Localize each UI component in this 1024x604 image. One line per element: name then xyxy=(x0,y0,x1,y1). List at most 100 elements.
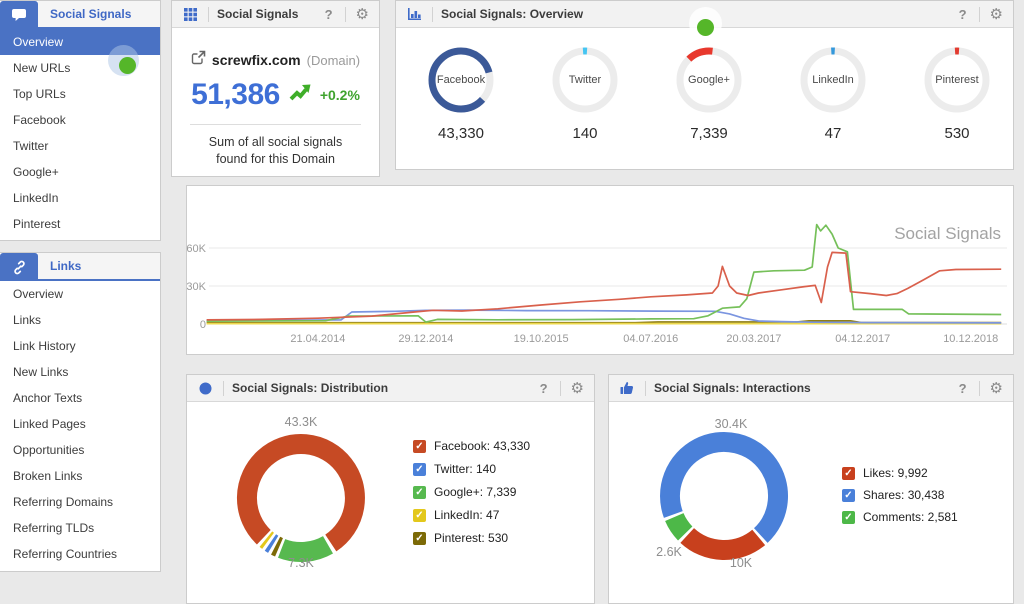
x-axis-tick: 20.03.2017 xyxy=(726,333,781,345)
notification-dot xyxy=(119,57,136,74)
y-axis-tick: 30K xyxy=(187,281,207,293)
sidebar-item-broken-links[interactable]: Broken Links xyxy=(13,469,83,483)
gauge-platform-label: Twitter xyxy=(568,74,602,86)
gear-icon[interactable]: ⚙ xyxy=(989,5,1003,23)
gauge-ring xyxy=(800,47,866,113)
legend-item-linkedin[interactable]: ✓ LinkedIn: 47 xyxy=(413,508,499,522)
gauge-ring xyxy=(552,47,618,113)
legend-checkbox-icon[interactable]: ✓ xyxy=(842,510,855,524)
donut-slice-comments[interactable] xyxy=(665,512,693,541)
gauge-value: 7,339 xyxy=(690,125,728,142)
sidebar-item-referring-tlds[interactable]: Referring TLDs xyxy=(13,521,95,535)
gauge-linkedin[interactable]: LinkedIn 47 xyxy=(771,45,895,142)
platform-gauges: Facebook 43,330 Twitter 140 Google+ 7,339 Link… xyxy=(396,45,1015,171)
help-icon[interactable]: ? xyxy=(958,380,967,396)
x-axis-tick: 04.07.2016 xyxy=(623,333,678,345)
legend-checkbox-icon[interactable]: ✓ xyxy=(413,531,426,545)
help-icon[interactable]: ? xyxy=(324,6,333,22)
gauge-value: 47 xyxy=(824,125,842,142)
sidebar-item-anchor-texts[interactable]: Anchor Texts xyxy=(13,391,83,405)
sidebar-item-links[interactable]: Links xyxy=(13,313,42,327)
domain-name[interactable]: screwfix.com xyxy=(211,52,301,68)
sidebar-item-google-[interactable]: Google+ xyxy=(13,165,59,179)
series-facebook xyxy=(206,251,1002,321)
sidebar-item-facebook[interactable]: Facebook xyxy=(13,113,66,127)
legend-label: Shares: 30,438 xyxy=(863,488,945,502)
x-axis-tick: 10.12.2018 xyxy=(943,333,998,345)
gauge-ring xyxy=(924,47,990,113)
legend-item-likes[interactable]: ✓ Likes: 9,992 xyxy=(842,466,928,480)
donut-slice-twitter[interactable] xyxy=(264,534,279,553)
legend-checkbox-icon[interactable]: ✓ xyxy=(413,439,426,453)
legend-checkbox-icon[interactable]: ✓ xyxy=(413,462,426,476)
sidebar-section-label[interactable]: Social Signals xyxy=(38,1,160,29)
distribution-card: Social Signals: Distribution ? ⚙ 43.3K 7… xyxy=(186,374,595,604)
circle-icon[interactable] xyxy=(195,382,215,395)
gauge-platform-label: Pinterest xyxy=(935,74,979,86)
help-icon[interactable]: ? xyxy=(539,380,548,396)
grid-icon[interactable] xyxy=(180,7,200,21)
legend-item-shares[interactable]: ✓ Shares: 30,438 xyxy=(842,488,944,502)
legend-checkbox-icon[interactable]: ✓ xyxy=(842,466,855,480)
donut-callout: 7.3K xyxy=(288,556,314,570)
gauge-facebook[interactable]: Facebook 43,330 xyxy=(399,45,523,142)
legend-item-google[interactable]: ✓ Google+: 7,339 xyxy=(413,485,516,499)
donut-slice-linkedin[interactable] xyxy=(259,531,275,549)
sidebar-item-overview[interactable]: Overview xyxy=(0,29,160,55)
thumbs-up-icon[interactable] xyxy=(617,381,637,395)
bar-chart-icon[interactable] xyxy=(404,7,424,21)
donut-slice-shares[interactable] xyxy=(660,432,788,543)
gear-icon[interactable]: ⚙ xyxy=(570,379,584,397)
legend-checkbox-icon[interactable]: ✓ xyxy=(413,485,426,499)
gauge-pinterest[interactable]: Pinterest 530 xyxy=(895,45,1019,142)
sidebar-item-twitter[interactable]: Twitter xyxy=(13,139,49,153)
gauge-google[interactable]: Google+ 7,339 xyxy=(647,45,771,142)
donut-slice-likes[interactable] xyxy=(680,527,766,560)
sidebar-item-top-urls[interactable]: Top URLs xyxy=(13,87,66,101)
legend-item-facebook[interactable]: ✓ Facebook: 43,330 xyxy=(413,439,530,453)
legend-checkbox-icon[interactable]: ✓ xyxy=(842,488,855,502)
gauge-value: 140 xyxy=(572,125,598,142)
legend-item-comments[interactable]: ✓ Comments: 2,581 xyxy=(842,510,958,524)
donut-slice-google[interactable] xyxy=(278,535,333,562)
legend-item-pinterest[interactable]: ✓ Pinterest: 530 xyxy=(413,531,508,545)
sidebar-item-pinterest[interactable]: Pinterest xyxy=(13,217,61,231)
notification-dot xyxy=(697,19,714,36)
legend-label: Twitter: 140 xyxy=(434,462,497,476)
help-icon[interactable]: ? xyxy=(958,6,967,22)
sidebar-item-linked-pages[interactable]: Linked Pages xyxy=(13,417,86,431)
gear-icon[interactable]: ⚙ xyxy=(989,379,1003,397)
gauge-ring xyxy=(676,47,742,113)
divider xyxy=(190,124,361,125)
sidebar-item-new-links[interactable]: New Links xyxy=(13,365,69,379)
sidebar-item-referring-domains[interactable]: Referring Domains xyxy=(13,495,114,509)
sidebar-item-overview[interactable]: Overview xyxy=(13,287,64,301)
external-link-icon[interactable] xyxy=(191,50,206,70)
gear-icon[interactable]: ⚙ xyxy=(355,5,369,23)
sidebar-item-link-history[interactable]: Link History xyxy=(13,339,76,353)
summary-card-header: Social Signals ? ⚙ xyxy=(172,1,379,28)
gauge-twitter[interactable]: Twitter 140 xyxy=(523,45,647,142)
donut-slice-pinterest[interactable] xyxy=(271,536,284,557)
legend-item-twitter[interactable]: ✓ Twitter: 140 xyxy=(413,462,496,476)
sidebar-item-opportunities[interactable]: Opportunities xyxy=(13,443,85,457)
interactions-card-title: Social Signals: Interactions xyxy=(654,381,811,395)
summary-card-title: Social Signals xyxy=(217,7,299,21)
legend-label: Pinterest: 530 xyxy=(434,531,509,545)
trend-chart-card: Social Signals 0 30K 60K 21.04.2014 29.12.20… xyxy=(186,185,1014,355)
sidebar-section-label[interactable]: Links xyxy=(38,253,160,281)
interactions-card: Social Signals: Interactions ? ⚙ 30.4K 2… xyxy=(608,374,1014,604)
header-separator xyxy=(223,380,224,396)
sidebar-item-new-urls[interactable]: New URLs xyxy=(13,61,71,75)
sidebar-item-referring-countries[interactable]: Referring Countries xyxy=(13,547,118,561)
sidebar-social-signals-list: Overview New URLs Top URLs Facebook Twitter G… xyxy=(0,29,160,237)
sidebar-item-linkedin[interactable]: LinkedIn xyxy=(13,191,59,205)
legend-checkbox-icon[interactable]: ✓ xyxy=(413,508,426,522)
link-icon[interactable] xyxy=(0,253,38,281)
x-axis-tick: 19.10.2015 xyxy=(514,333,569,345)
summary-card: Social Signals ? ⚙ screwfix.com (Domain)… xyxy=(171,0,380,177)
donut-slice-facebook[interactable] xyxy=(236,434,365,552)
header-separator xyxy=(344,6,346,22)
chat-bubble-icon[interactable] xyxy=(0,1,38,29)
overview-card-header: Social Signals: Overview ? ⚙ xyxy=(396,1,1013,28)
